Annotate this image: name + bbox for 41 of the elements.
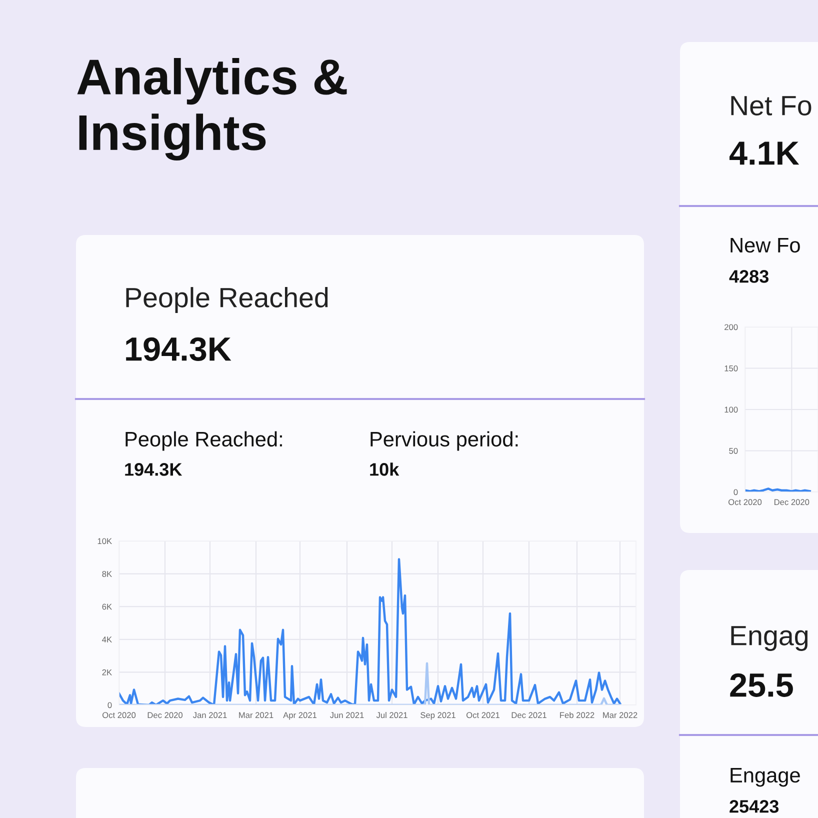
y-tick-label: 100 [724,406,738,413]
x-tick-label: Oct 2020 [102,712,136,718]
x-tick-label: Mar 2022 [603,712,638,718]
x-tick-label: Mar 2021 [239,712,274,718]
x-tick-label: Dec 2020 [148,712,183,718]
y-tick-label: 200 [724,324,738,330]
line-series [119,558,622,705]
y-tick-label: 6K [102,604,112,610]
x-tick-label: Apr 2021 [283,712,317,720]
text: New Fo [730,238,800,253]
text: 194.3K [125,463,182,476]
y-tick-label: 8K [102,571,112,577]
y-tick-label: 2K [102,669,112,676]
text: 25423 [730,800,779,813]
text: People Reached: [126,431,282,451]
y-tick-label: 0 [734,489,738,496]
y-tick-label: 10K [98,538,112,544]
chart-subtitle: 194.3K [126,337,232,361]
text: Engag [731,626,808,651]
chart-subtitle: 4.1K [730,142,800,165]
text: Engage [730,768,800,787]
text: Pervious period: [370,431,518,451]
x-tick-label: Sep 2021 [420,712,456,720]
x-tick-label: Dec 2020 [774,499,810,506]
text: Analytics & Insights [77,58,347,160]
text: 10k [370,462,400,476]
x-tick-label: Feb 2022 [560,712,594,718]
y-tick-label: 0 [108,702,112,708]
x-tick-label: Dec 2021 [512,712,546,718]
x-tick-label: Jul 2021 [376,712,408,718]
x-tick-label: Oct 2021 [466,712,500,718]
text: 25.5 [730,673,793,697]
y-tick-label: 4K [102,636,112,642]
x-tick-label: Jan 2021 [192,712,227,718]
chart-title: People Reached [126,287,328,313]
y-tick-label: 150 [724,365,738,372]
y-tick-label: 50 [729,448,738,454]
text: 4283 [729,270,769,283]
chart-title: Net Fo [731,96,812,116]
x-tick-label: Jun 2021 [330,712,364,718]
x-tick-label: Oct 2020 [728,499,762,506]
